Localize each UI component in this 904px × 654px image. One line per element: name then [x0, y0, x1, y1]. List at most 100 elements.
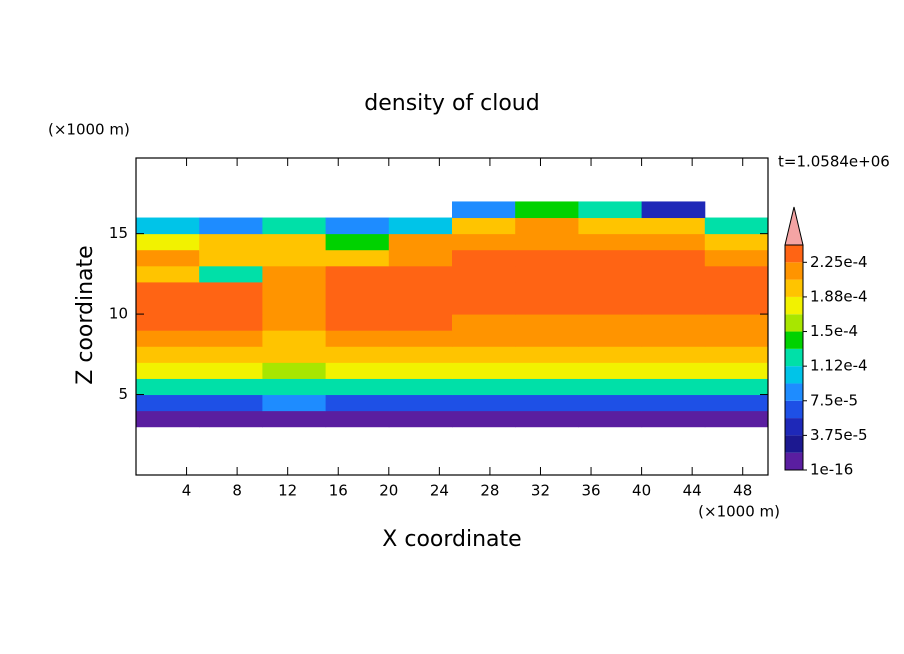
contour-cell: [515, 314, 579, 331]
contour-cell: [704, 265, 769, 283]
x-tick-label: 12: [278, 482, 297, 500]
contour-cell: [641, 281, 706, 299]
contour-cell: [388, 297, 453, 315]
contour-cell: [262, 330, 327, 347]
contour-cell: [452, 330, 516, 347]
contour-cell: [515, 233, 579, 251]
contour-cell: [704, 378, 769, 396]
colorbar-band: [785, 279, 803, 297]
contour-cell: [452, 314, 516, 331]
contour-cell: [515, 281, 579, 299]
contour-cell: [578, 265, 643, 283]
x-tick-label: 24: [430, 482, 449, 500]
contour-cell: [325, 314, 390, 331]
colorbar-band: [785, 383, 803, 401]
contour-cell: [136, 346, 200, 363]
contour-cell: [641, 410, 706, 428]
colorbar-band: [785, 331, 803, 349]
contour-cell: [388, 378, 453, 396]
contour-cell: [704, 233, 769, 251]
contour-cell: [325, 281, 390, 299]
contour-cell: [262, 297, 327, 315]
contour-cell: [262, 362, 327, 379]
contour-cell: [388, 346, 453, 363]
contour-cell: [325, 394, 390, 412]
contour-cell: [704, 314, 769, 331]
contour-cell: [578, 297, 643, 315]
contour-cell: [578, 314, 643, 331]
chart-title: density of cloud: [364, 91, 539, 116]
contour-cell: [452, 410, 516, 428]
colorbar-band: [785, 296, 803, 315]
contour-cell: [262, 233, 327, 251]
contour-cell: [641, 201, 706, 219]
colorbar-tick-label: 1.88e-4: [810, 287, 868, 305]
contour-cell: [388, 410, 453, 428]
contour-cell: [641, 233, 706, 251]
contour-cell: [578, 330, 643, 347]
colorbar-band: [785, 435, 803, 453]
x-tick-label: 32: [531, 482, 550, 500]
contour-cell: [641, 362, 706, 379]
contour-cell: [199, 314, 263, 331]
contour-cell: [515, 410, 579, 428]
contour-cell: [262, 265, 327, 283]
colorbar-tick-label: 7.5e-5: [810, 391, 858, 409]
contour-cell: [262, 346, 327, 363]
y-axis-label: Z coordinate: [73, 245, 98, 384]
contour-cell: [515, 249, 579, 267]
contour-cell: [262, 314, 327, 331]
contour-cell: [136, 362, 200, 379]
contour-cell: [578, 201, 643, 219]
contour-cell: [704, 330, 769, 347]
contour-cell: [704, 297, 769, 315]
contour-cell: [262, 378, 327, 396]
contour-cell: [515, 297, 579, 315]
contour-cell: [578, 378, 643, 396]
contour-cell: [704, 217, 769, 235]
colorbar-band: [785, 452, 803, 470]
contour-cell: [578, 281, 643, 299]
contour-cell: [325, 346, 390, 363]
colorbar-band: [785, 366, 803, 384]
contour-cell: [262, 217, 327, 235]
contour-cell: [452, 346, 516, 363]
y-tick-label: 5: [118, 385, 128, 403]
colorbar-band: [785, 348, 803, 367]
contour-cell: [136, 249, 200, 267]
contour-cell: [515, 394, 579, 412]
contour-cell: [136, 281, 200, 299]
contour-cell: [199, 249, 263, 267]
contour-cell: [325, 297, 390, 315]
contour-cell: [325, 362, 390, 379]
contour-cell: [578, 249, 643, 267]
contour-cell: [199, 394, 263, 412]
colorbar-band: [785, 418, 803, 436]
x-tick-label: 40: [632, 482, 651, 500]
contour-cell: [641, 249, 706, 267]
contour-cell: [262, 410, 327, 428]
contour-cell: [199, 330, 263, 347]
contour-cell: [452, 201, 516, 219]
contour-cell: [452, 249, 516, 267]
x-tick-label: 36: [581, 482, 600, 500]
x-tick-label: 8: [232, 482, 242, 500]
contour-cell: [515, 378, 579, 396]
contour-cell: [704, 394, 769, 412]
contour-cell: [452, 281, 516, 299]
contour-cell: [578, 394, 643, 412]
contour-cell: [199, 265, 263, 283]
x-tick-label: 44: [683, 482, 702, 500]
contour-cell: [515, 217, 579, 235]
contour-cell: [452, 217, 516, 235]
contour-cell: [199, 281, 263, 299]
contour-cell: [578, 410, 643, 428]
colorbar-band: [785, 245, 803, 263]
contour-cell: [388, 314, 453, 331]
contour-cell: [136, 410, 200, 428]
contour-cell: [325, 410, 390, 428]
contour-cell: [452, 378, 516, 396]
contour-cell: [199, 233, 263, 251]
x-tick-label: 16: [329, 482, 348, 500]
colorbar-tick-label: 1.5e-4: [810, 322, 858, 340]
